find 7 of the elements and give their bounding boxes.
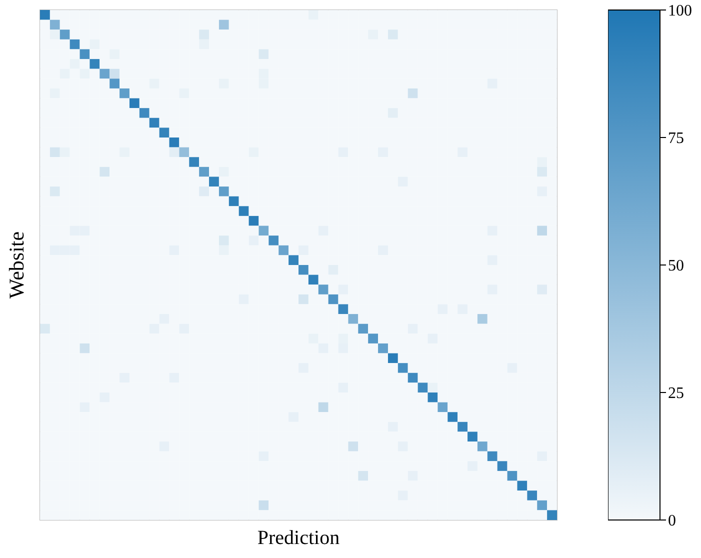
color-bar-label: 100	[668, 2, 692, 20]
x-axis-title: Prediction	[257, 527, 340, 549]
color-bar-label: 0	[668, 512, 676, 530]
color-bar-label: 50	[668, 258, 684, 275]
color-bar-label: 25	[668, 385, 684, 402]
y-axis-title: Website	[4, 231, 28, 299]
color-bar-label: 75	[668, 130, 684, 148]
